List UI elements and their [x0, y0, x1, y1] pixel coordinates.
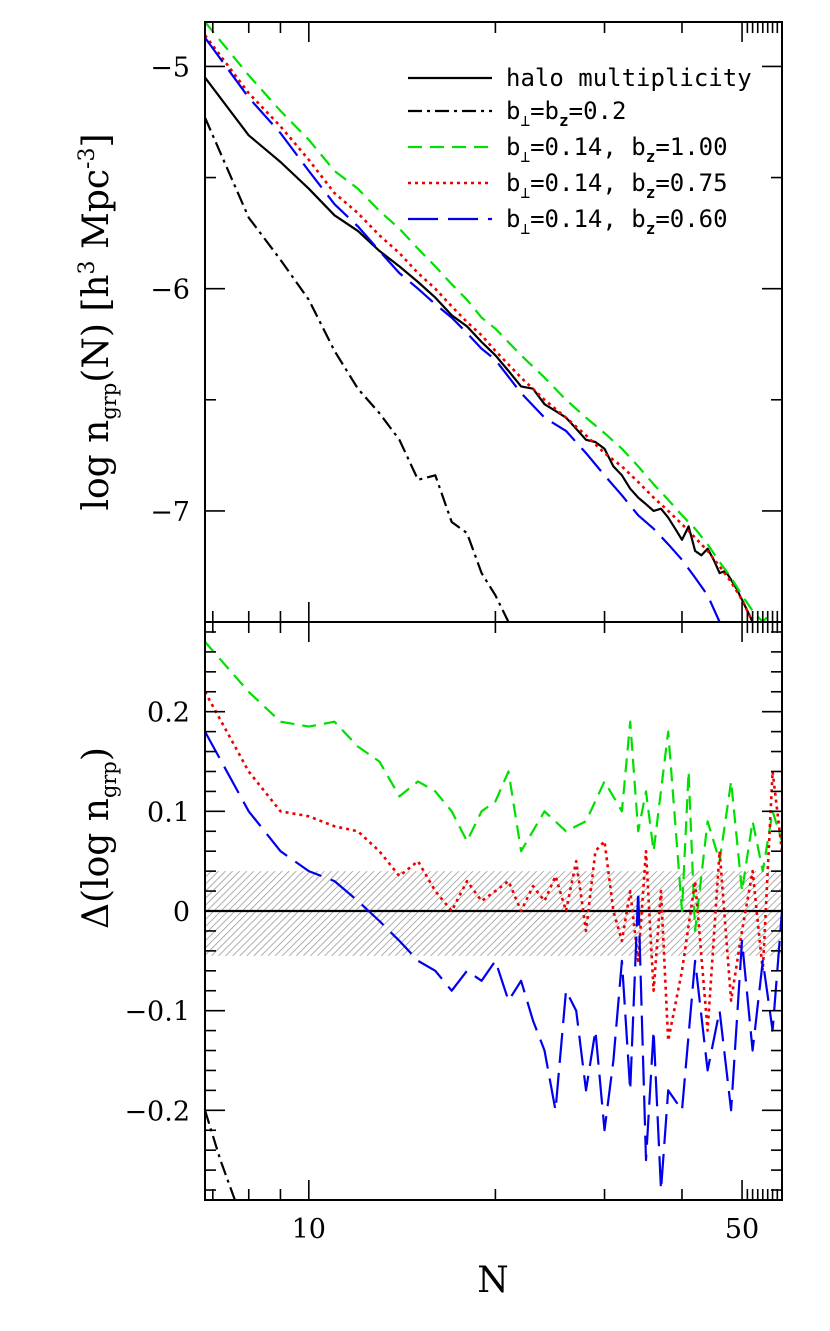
top-y-tick-label: −6 — [150, 275, 190, 306]
top-series-bz100 — [205, 22, 774, 622]
tick-labels: −5 −6 −7 0.2 0.1 0 −0.1 −0.2 10 50 — [124, 52, 759, 1245]
bottom-y-tick-label: −0.2 — [124, 1096, 190, 1127]
legend-label-bz100: b⊥=0.14, bz=1.00 — [506, 133, 728, 166]
x-axis-title: N — [477, 1260, 509, 1301]
top-y-tick-label: −5 — [150, 52, 190, 83]
bottom-series-bz060 — [205, 731, 782, 1192]
x-tick-label: 50 — [725, 1214, 759, 1245]
top-y-axis-title: log ngrp(N) [h3 Mpc-3] — [75, 133, 121, 510]
legend-label-bz075: b⊥=0.14, bz=0.75 — [506, 169, 728, 202]
bottom-y-tick-label: −0.1 — [124, 997, 190, 1028]
bottom-panel-lines — [205, 641, 782, 1200]
legend-label-b02: b⊥=bz=0.2 — [506, 97, 626, 130]
top-series-b02 — [205, 117, 510, 622]
legend: halo multiplicity b⊥=bz=0.2 b⊥=0.14, bz=… — [408, 64, 752, 238]
top-y-tick-label: −7 — [150, 497, 190, 528]
bottom-y-tick-label: 0.2 — [147, 698, 190, 729]
bottom-y-tick-label: 0.1 — [147, 797, 190, 828]
x-tick-label: 10 — [292, 1214, 326, 1245]
bottom-series-bz075 — [205, 691, 782, 1042]
axis-ticks — [205, 22, 783, 1200]
legend-label-halo: halo multiplicity — [506, 64, 752, 92]
bottom-y-axis-title: Δ(log ngrp) — [76, 747, 121, 929]
top-series-bz060 — [205, 36, 721, 622]
top-series-halo — [205, 76, 754, 622]
top-panel-lines — [205, 22, 774, 622]
top-series-bz075 — [205, 34, 754, 622]
bottom-y-tick-label: 0 — [173, 897, 190, 928]
legend-label-bz060: b⊥=0.14, bz=0.60 — [506, 205, 728, 238]
top-panel-frame — [204, 21, 783, 623]
bottom-series-b02 — [205, 1109, 236, 1200]
